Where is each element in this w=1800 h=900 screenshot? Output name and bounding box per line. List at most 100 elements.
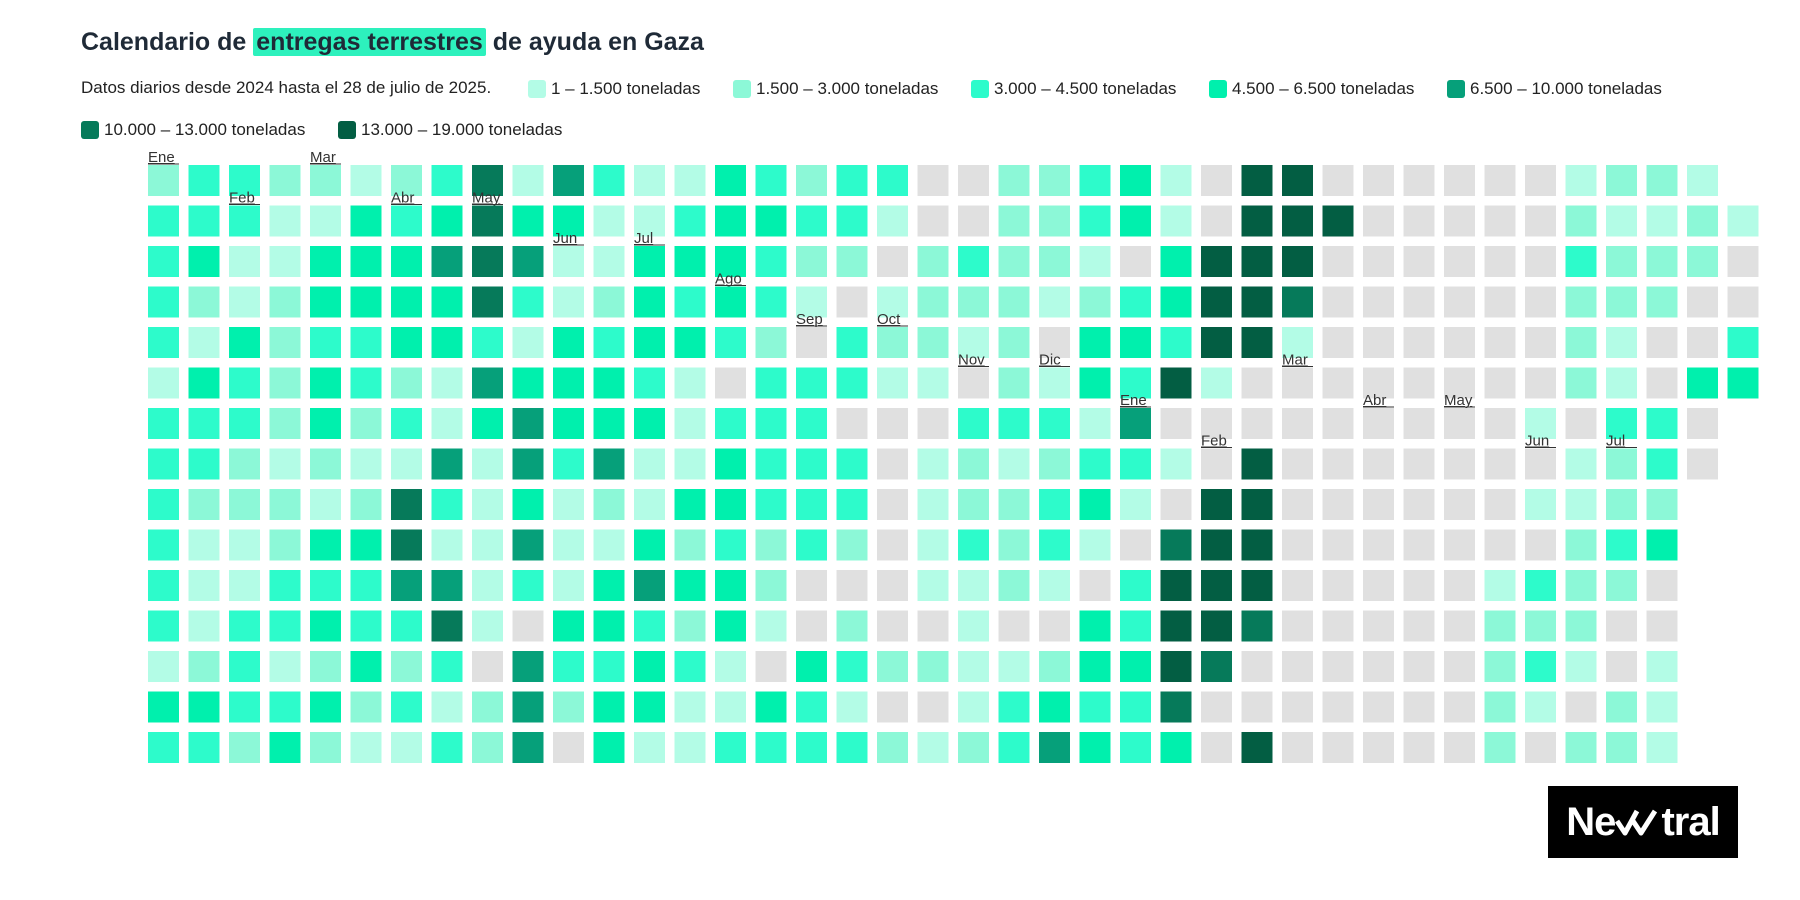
legend-swatch xyxy=(971,80,989,98)
day-cell xyxy=(674,529,706,561)
day-cell xyxy=(1160,408,1192,439)
day-cell xyxy=(1444,691,1475,723)
day-cell xyxy=(512,367,544,399)
day-cell xyxy=(1282,691,1313,723)
day-cell xyxy=(1282,732,1313,763)
day-cell xyxy=(1565,448,1597,480)
day-cell xyxy=(1525,165,1556,196)
day-cell xyxy=(188,408,220,439)
day-cell xyxy=(836,529,868,561)
day-cell xyxy=(1241,286,1273,318)
legend-item-6: 10.000 – 13.000 toneladas xyxy=(81,120,305,140)
day-cell xyxy=(1079,529,1111,561)
day-cell xyxy=(634,651,665,682)
day-cell xyxy=(1120,489,1151,520)
day-cell xyxy=(512,327,544,358)
day-cell xyxy=(310,205,341,237)
day-cell xyxy=(1039,367,1070,399)
day-cell xyxy=(269,408,301,439)
day-cell xyxy=(1160,165,1192,196)
day-cell xyxy=(1160,448,1192,480)
day-cell xyxy=(431,246,463,277)
day-cell xyxy=(1241,367,1273,399)
day-cell xyxy=(1444,205,1475,237)
day-cell xyxy=(350,651,382,682)
day-cell xyxy=(269,610,301,642)
day-cell xyxy=(553,448,584,480)
day-cell xyxy=(917,246,949,277)
day-cell xyxy=(1444,570,1475,601)
day-cell xyxy=(148,367,179,399)
day-cell xyxy=(1322,529,1354,561)
day-cell xyxy=(229,732,260,763)
day-cell xyxy=(229,570,260,601)
double-check-icon xyxy=(1615,809,1658,836)
day-cell xyxy=(715,691,746,723)
day-cell xyxy=(310,691,341,723)
day-cell xyxy=(998,246,1030,277)
day-cell xyxy=(1606,327,1637,358)
day-cell xyxy=(229,408,260,439)
day-cell xyxy=(391,165,422,196)
day-cell xyxy=(958,529,989,561)
day-cell xyxy=(1687,205,1718,237)
day-cell xyxy=(553,610,584,642)
day-cell xyxy=(1201,367,1232,399)
day-cell xyxy=(553,651,584,682)
day-cell xyxy=(1444,165,1475,196)
day-cell xyxy=(1444,489,1475,520)
day-cell xyxy=(998,286,1030,318)
day-cell xyxy=(877,408,908,439)
day-cell xyxy=(634,691,665,723)
day-cell xyxy=(229,529,260,561)
day-cell xyxy=(1160,529,1192,561)
day-cell xyxy=(472,651,503,682)
calendar-cells xyxy=(148,165,1759,763)
day-cell xyxy=(1727,327,1759,358)
day-cell xyxy=(1646,408,1678,439)
day-cell xyxy=(472,205,503,237)
day-cell xyxy=(1606,651,1637,682)
day-cell xyxy=(715,286,746,318)
day-cell xyxy=(1363,529,1394,561)
day-cell xyxy=(1565,570,1597,601)
day-cell xyxy=(634,286,665,318)
day-cell xyxy=(1727,205,1759,237)
day-cell xyxy=(512,651,544,682)
day-cell xyxy=(1646,610,1678,642)
day-cell xyxy=(148,205,179,237)
day-cell xyxy=(188,732,220,763)
day-cell xyxy=(917,205,949,237)
day-cell xyxy=(512,408,544,439)
day-cell xyxy=(715,651,746,682)
day-cell xyxy=(1646,165,1678,196)
day-cell xyxy=(1444,246,1475,277)
day-cell xyxy=(715,205,746,237)
day-cell xyxy=(958,246,989,277)
month-label: Feb xyxy=(229,190,255,207)
day-cell xyxy=(1079,570,1111,601)
day-cell xyxy=(512,205,544,237)
day-cell xyxy=(593,529,625,561)
day-cell xyxy=(593,691,625,723)
day-cell xyxy=(1282,205,1313,237)
day-cell xyxy=(1282,651,1313,682)
day-cell xyxy=(1484,732,1516,763)
day-cell xyxy=(431,651,463,682)
day-cell xyxy=(148,286,179,318)
day-cell xyxy=(269,651,301,682)
day-cell xyxy=(998,367,1030,399)
day-cell xyxy=(1565,651,1597,682)
day-cell xyxy=(269,448,301,480)
day-cell xyxy=(634,327,665,358)
day-cell xyxy=(917,489,949,520)
day-cell xyxy=(1160,691,1192,723)
day-cell xyxy=(472,691,503,723)
day-cell xyxy=(1282,408,1313,439)
legend-label: 13.000 – 19.000 toneladas xyxy=(361,120,563,139)
day-cell xyxy=(1565,529,1597,561)
day-cell xyxy=(350,408,382,439)
day-cell xyxy=(472,408,503,439)
day-cell xyxy=(634,610,665,642)
day-cell xyxy=(755,286,787,318)
